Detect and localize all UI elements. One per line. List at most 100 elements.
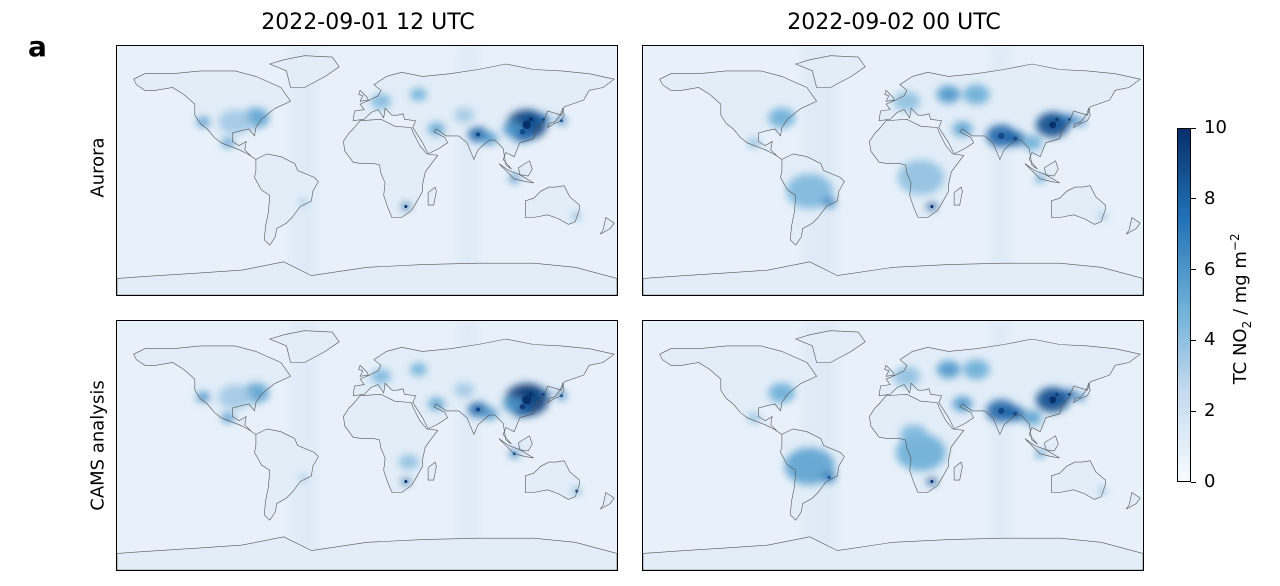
no2-hotspot [454,382,475,398]
coastline-japan [1073,107,1091,129]
land-borneo [518,435,533,451]
no2-hotspot-core [404,204,408,208]
coastline-africa [343,393,439,493]
coastline-europeAsia [878,338,1141,445]
coastline-europeAsia [878,63,1141,170]
no2-hotspot [897,159,945,195]
coastline-southAmerica [254,428,319,521]
coastline-antarctica [117,536,617,570]
no2-hotspot-core [519,128,526,135]
no2-hotspot [480,132,498,145]
coastline-greenland [268,330,340,363]
land-northAmerica [659,345,817,435]
coastline-uk [358,364,369,377]
no2-hotspot [299,474,307,480]
no2-hotspot-core [528,117,533,122]
coastline-antarctica [117,261,617,295]
no2-hotspot [502,121,523,137]
colorbar-tick-label: 8 [1204,187,1216,209]
coastline-australia [525,185,580,225]
no2-hotspot [1099,213,1107,219]
column-title-1: 2022-09-01 12 UTC [261,10,475,35]
land-antarctica [643,536,1143,570]
land-greenland [269,55,340,88]
coastline-northAmerica [133,70,292,160]
no2-hotspot-core [404,479,408,483]
coastline-australia [525,460,580,500]
no2-hotspot [398,454,419,470]
no2-hotspot-core [476,132,481,137]
map-aurora-t2 [642,45,1144,296]
no2-hotspot [1099,488,1107,494]
land-australia [1051,185,1106,225]
colorbar [1177,128,1191,482]
no2-hotspot-core [1049,396,1057,404]
no2-hotspot-core [998,132,1005,140]
no2-hotspot [784,447,835,485]
coastline-africa [869,118,965,218]
row-label-cams: CAMS analysis [87,380,109,511]
coastline-uk [884,364,895,377]
land-japan [1073,383,1091,403]
map-cams-t1 [116,320,618,571]
coastline-greenland [268,55,340,88]
coastline-greenland [794,55,866,88]
column-title-2: 2022-09-02 00 UTC [787,10,1001,35]
colorbar-tick-label: 10 [1204,117,1227,138]
no2-hotspot-core [522,120,531,130]
coastline-antarctica [643,536,1143,570]
land-borneo [1044,160,1059,176]
no2-hotspot [218,109,252,135]
no2-hotspot [410,363,427,376]
no2-hotspot [963,359,990,380]
no2-hotspot [370,368,391,384]
coastline-northAmerica [659,345,818,435]
land-southAmerica [254,153,319,246]
no2-hotspot-core [528,392,533,397]
coastline-newZealand [600,492,615,510]
land-uk [884,365,895,377]
colorbar-tick-label: 0 [1204,471,1216,492]
land-southAmerica [254,428,319,521]
coastline-japan [1073,382,1091,404]
coastline-europeAsia [352,338,615,445]
no2-hotspot [936,360,961,379]
panel-letter: a [28,30,47,63]
colorbar-tick-mark [1191,269,1196,271]
land-greenland [269,330,340,363]
coastline-newZealand [600,217,615,235]
colorbar-tick-label: 6 [1204,258,1216,280]
land-australia [1051,460,1106,500]
coastline-southAmerica [780,428,845,521]
colorbar-tick-mark [1191,481,1196,483]
colorbar-tick-label: 2 [1204,400,1216,422]
land-antarctica [643,261,1143,295]
coastline-australia [1051,185,1106,225]
coastline-newZealand [1126,217,1141,235]
no2-hotspot [502,396,523,412]
no2-hotspot-core [476,407,481,412]
land-newZealand [600,217,615,235]
no2-hotspot [221,412,235,423]
coastline-africa [869,393,965,493]
no2-hotspot [218,384,252,410]
coastline-newZealand [1126,492,1141,510]
coastline-uk [358,89,369,102]
coastline-southAmerica [254,153,319,246]
coastline-japan [547,382,565,404]
coastline-indonesia [1024,163,1060,184]
land-uk [358,90,369,102]
no2-hotspot [768,382,796,403]
coastline-madagascar [427,461,437,481]
no2-hotspot [893,91,921,112]
land-newZealand [1126,217,1141,235]
no2-hotspot [963,84,990,105]
land-newZealand [1126,492,1141,510]
no2-hotspot [454,107,475,123]
land-northAmerica [659,70,817,160]
coastline-uk [884,89,895,102]
coastline-europeAsia [352,63,615,170]
world-map [643,46,1143,295]
coastline-australia [1051,460,1106,500]
no2-hotspot-core [1013,136,1018,141]
